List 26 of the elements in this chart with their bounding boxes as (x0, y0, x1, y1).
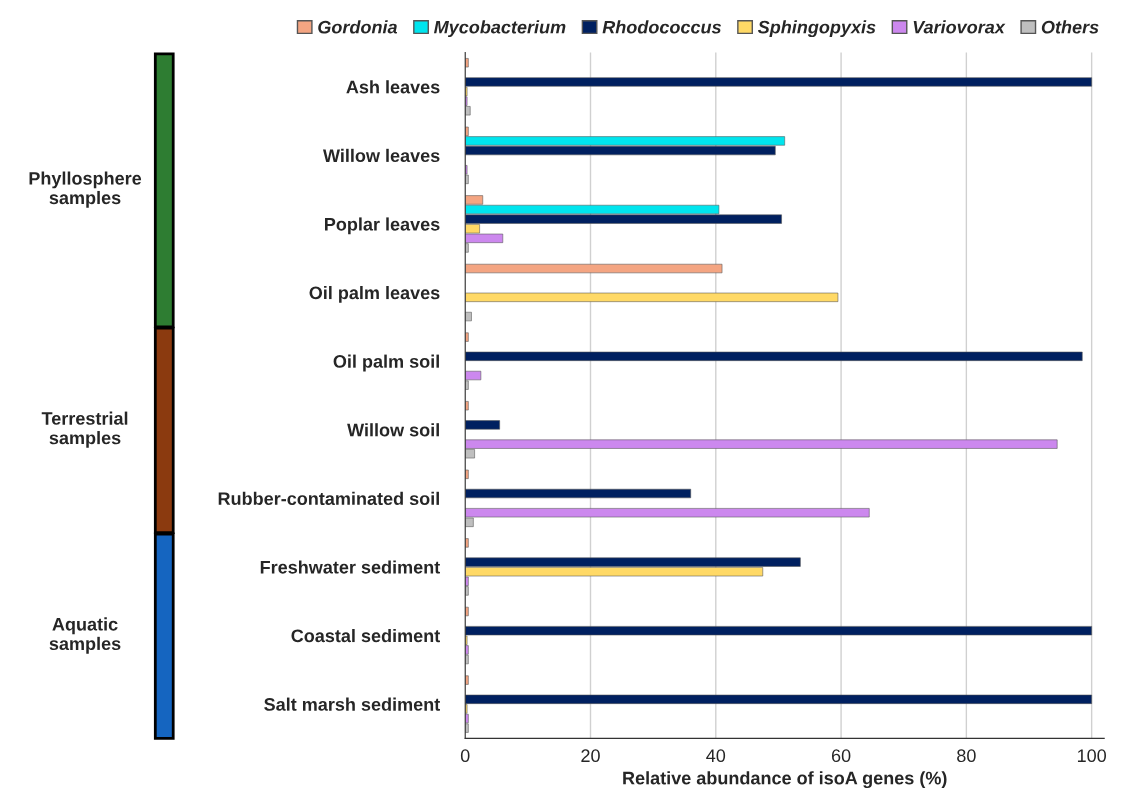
legend-label: Variovorax (913, 20, 1006, 34)
y-tick-label: Salt marsh sediment (264, 697, 440, 711)
y-tick-label: Oil palm leaves (309, 286, 440, 303)
x-axis-title: Relative abundance of isoA genes (%) (623, 771, 947, 789)
text: Aquatic samples (49, 617, 121, 654)
legend-label: Others (1041, 20, 1099, 34)
y-tick-label: Rubber-contaminated soil (218, 491, 439, 506)
x-tick-label: 40 (706, 749, 726, 763)
x-tick-label: 60 (831, 749, 851, 763)
y-tick-label: Coastal sediment (291, 628, 440, 643)
text: Phyllosphere samples (29, 171, 142, 208)
y-tick-label: Ash leaves (346, 80, 440, 94)
y-tick-label: Oil palm soil (333, 354, 439, 372)
y-tick-label: Willow leaves (322, 148, 440, 163)
y-tick-label: Poplar leaves (325, 217, 440, 235)
y-tick-label: Willow soil (347, 423, 439, 437)
x-tick-label: 100 (1077, 749, 1107, 763)
x-tick-label: 80 (957, 749, 976, 763)
legend-label: Sphingopyxis (757, 20, 876, 38)
legend-label: Gordonia (318, 20, 398, 34)
text: Terrestrial samples (41, 411, 128, 448)
legend-label: Mycobacterium (434, 20, 566, 38)
legend-label: Rhodococcus (602, 20, 721, 34)
x-tick-label: 20 (581, 749, 600, 763)
y-tick-label: Freshwater sediment (260, 560, 441, 574)
x-tick-label: 0 (460, 749, 470, 763)
